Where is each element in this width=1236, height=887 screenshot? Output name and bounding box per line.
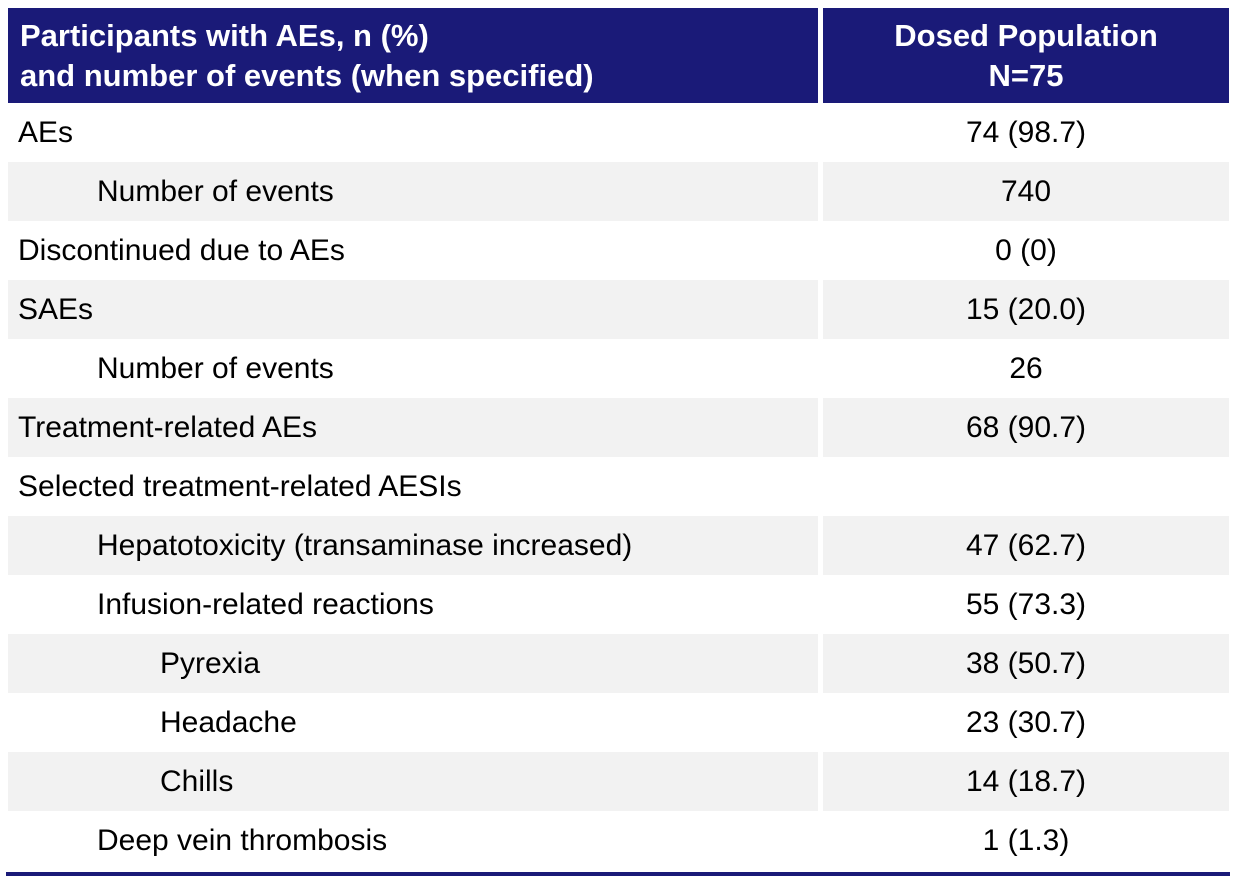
header-col-dosed-population: Dosed Population N=75 [818,8,1229,103]
row-label: Deep vein thrombosis [97,823,388,857]
row-label: AEs [18,115,74,149]
table-row-headache: Headache 23 (30.7) [8,693,1229,752]
table-row-hepatotoxicity: Hepatotoxicity (transaminase increased) … [8,516,1229,575]
row-label: Infusion-related reactions [97,587,434,621]
row-value: 38 (50.7) [818,634,1229,693]
table-row-discontinued-due-to-aes: Discontinued due to AEs 0 (0) [8,221,1229,280]
row-value: 55 (73.3) [818,575,1229,634]
row-value [818,457,1229,516]
row-label: Selected treatment-related AESIs [18,469,462,503]
table-row-saes: SAEs 15 (20.0) [8,280,1229,339]
row-value: 1 (1.3) [818,811,1229,870]
row-label: Headache [160,705,297,739]
row-label: Chills [160,764,234,798]
row-value: 26 [818,339,1229,398]
row-value: 740 [818,162,1229,221]
row-value: 68 (90.7) [818,398,1229,457]
row-label: Pyrexia [160,646,261,680]
row-label: SAEs [18,292,94,326]
table-row-selected-treatment-related-aesis: Selected treatment-related AESIs [8,457,1229,516]
row-label: Treatment-related AEs [18,410,318,444]
adverse-events-table: Participants with AEs, n (%) and number … [6,8,1230,876]
row-value: 23 (30.7) [818,693,1229,752]
bottom-accent-rule [6,872,1230,876]
header-col-participants-line1: Participants with AEs, n (%) [20,17,429,53]
row-value: 0 (0) [818,221,1229,280]
row-value: 47 (62.7) [818,516,1229,575]
row-label: Number of events [97,351,334,385]
row-value: 14 (18.7) [818,752,1229,811]
table-header: Participants with AEs, n (%) and number … [8,8,1229,103]
table-row-saes-number-of-events: Number of events 26 [8,339,1229,398]
table-row-treatment-related-aes: Treatment-related AEs 68 (90.7) [8,398,1229,457]
row-value: 15 (20.0) [818,280,1229,339]
table-row-deep-vein-thrombosis: Deep vein thrombosis 1 (1.3) [8,811,1229,870]
header-col-participants-line2: and number of events (when specified) [20,57,594,93]
header-col-dosed-population-line1: Dosed Population [894,17,1158,53]
row-label: Hepatotoxicity (transaminase increased) [97,528,633,562]
table-row-pyrexia: Pyrexia 38 (50.7) [8,634,1229,693]
header-col-dosed-population-line2: N=75 [988,57,1064,93]
table-row-aes: AEs 74 (98.7) [8,103,1229,162]
table-row-aes-number-of-events: Number of events 740 [8,162,1229,221]
header-col-participants: Participants with AEs, n (%) and number … [8,8,818,103]
table-row-infusion-related-reactions: Infusion-related reactions 55 (73.3) [8,575,1229,634]
row-value: 74 (98.7) [818,103,1229,162]
table-row-chills: Chills 14 (18.7) [8,752,1229,811]
row-label: Discontinued due to AEs [18,233,345,267]
row-label: Number of events [97,174,334,208]
